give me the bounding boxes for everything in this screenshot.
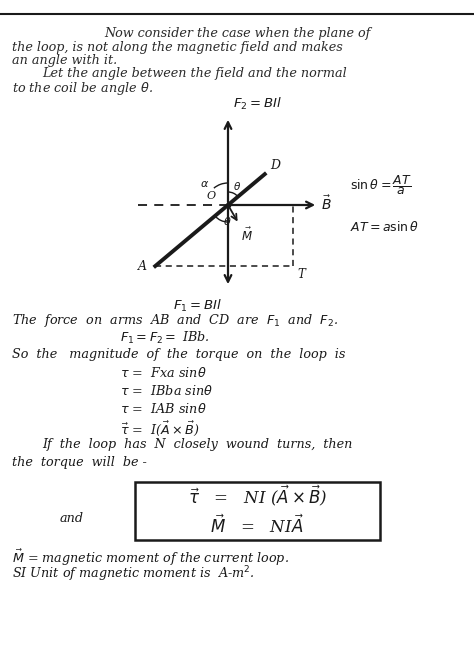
Text: $\theta$: $\theta$ [223, 215, 232, 227]
Text: D: D [270, 159, 280, 172]
Text: Now consider the case when the plane of: Now consider the case when the plane of [104, 27, 370, 40]
Text: T: T [297, 268, 305, 281]
Text: $\sin\theta = \dfrac{AT}{a}$: $\sin\theta = \dfrac{AT}{a}$ [350, 173, 412, 197]
Text: So  the   magnitude  of  the  torque  on  the  loop  is: So the magnitude of the torque on the lo… [12, 348, 346, 361]
Text: $\theta$: $\theta$ [233, 180, 241, 192]
Text: $\vec{\tau}$ =  I($\vec{A}\times\vec{B}$): $\vec{\tau}$ = I($\vec{A}\times\vec{B}$) [120, 420, 200, 438]
Text: $\vec{M}$   =   NI$\vec{A}$: $\vec{M}$ = NI$\vec{A}$ [210, 515, 305, 537]
Text: $\vec{B}$: $\vec{B}$ [321, 195, 332, 213]
Text: $\vec{\tau}$   =   NI ($\vec{A}\times\vec{B}$): $\vec{\tau}$ = NI ($\vec{A}\times\vec{B}… [188, 484, 327, 509]
Text: $AT = a\sin\theta$: $AT = a\sin\theta$ [350, 220, 419, 234]
Text: $\tau$ =  IBba sin$\theta$: $\tau$ = IBba sin$\theta$ [120, 384, 213, 398]
Text: O: O [207, 191, 216, 201]
Text: $\tau$ =  Fxa sin$\theta$: $\tau$ = Fxa sin$\theta$ [120, 366, 207, 380]
Text: $\tau$ =  IAB sin$\theta$: $\tau$ = IAB sin$\theta$ [120, 402, 207, 416]
Text: $F_2 = BIl$: $F_2 = BIl$ [233, 96, 282, 112]
Text: to the coil be angle $\theta$.: to the coil be angle $\theta$. [12, 80, 153, 97]
Text: If  the  loop  has  N  closely  wound  turns,  then: If the loop has N closely wound turns, t… [42, 438, 352, 451]
Text: $\alpha$: $\alpha$ [200, 179, 209, 189]
Text: $F_1 = BIl$: $F_1 = BIl$ [173, 298, 222, 314]
Text: $\vec{M}$: $\vec{M}$ [241, 227, 253, 244]
Text: the loop, is not along the magnetic field and makes: the loop, is not along the magnetic fiel… [12, 41, 343, 54]
Text: $F_1 = F_2 =$ IBb.: $F_1 = F_2 =$ IBb. [120, 330, 210, 346]
Text: $\vec{M}$ = magnetic moment of the current loop.: $\vec{M}$ = magnetic moment of the curre… [12, 548, 289, 568]
Text: A: A [138, 259, 147, 273]
Text: SI Unit of magnetic moment is  A-m$^2$.: SI Unit of magnetic moment is A-m$^2$. [12, 564, 255, 584]
Text: The  force  on  arms  AB  and  CD  are  $F_1$  and  $F_2$.: The force on arms AB and CD are $F_1$ an… [12, 312, 338, 329]
Text: an angle with it.: an angle with it. [12, 54, 117, 67]
Bar [135, 482, 380, 540]
Text: Let the angle between the field and the normal: Let the angle between the field and the … [42, 67, 347, 80]
Text: and: and [60, 513, 84, 525]
Text: the  torque  will  be -: the torque will be - [12, 456, 147, 469]
